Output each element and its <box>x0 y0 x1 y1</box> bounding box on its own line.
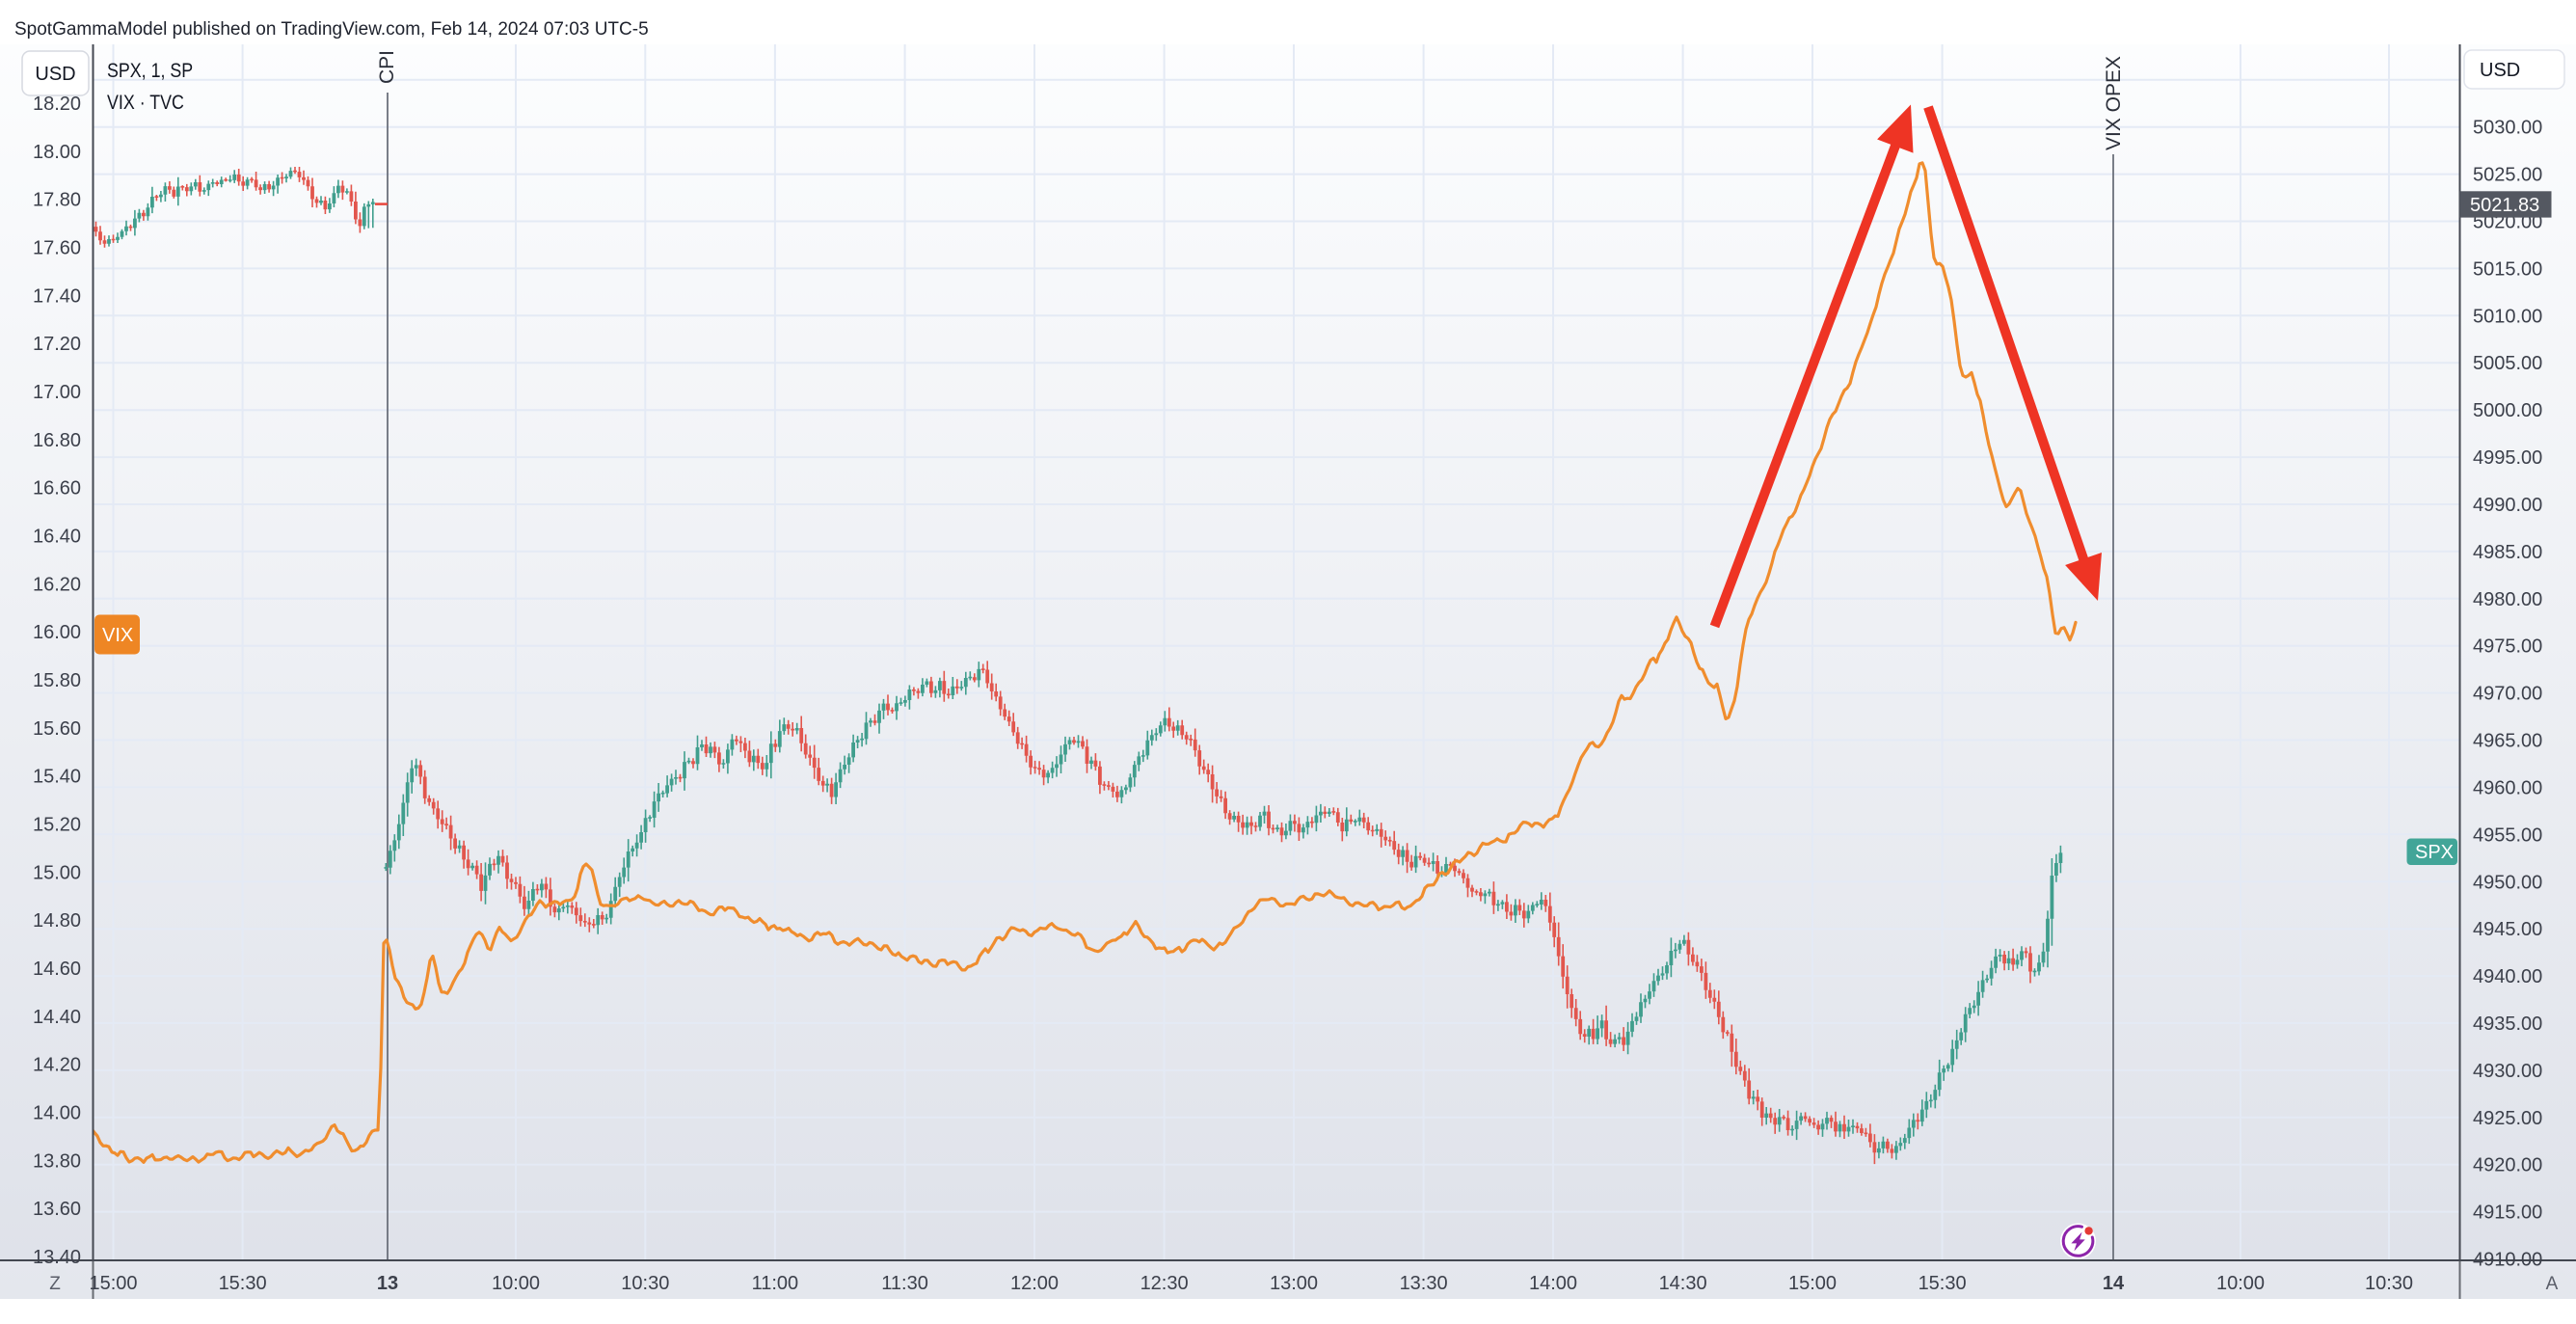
svg-text:10:30: 10:30 <box>621 1273 669 1294</box>
svg-text:4985.00: 4985.00 <box>2473 542 2542 563</box>
svg-text:15.80: 15.80 <box>33 670 81 691</box>
svg-text:SpotGammaModel published on Tr: SpotGammaModel published on TradingView.… <box>14 19 649 40</box>
svg-text:14:00: 14:00 <box>1529 1273 1577 1294</box>
svg-text:15.60: 15.60 <box>33 718 81 740</box>
svg-text:4970.00: 4970.00 <box>2473 684 2542 705</box>
svg-text:10:00: 10:00 <box>2216 1273 2265 1294</box>
svg-text:15:30: 15:30 <box>1919 1273 1967 1294</box>
svg-text:13: 13 <box>377 1273 398 1294</box>
svg-text:14.00: 14.00 <box>33 1103 81 1124</box>
svg-text:4940.00: 4940.00 <box>2473 966 2542 987</box>
svg-text:17.00: 17.00 <box>33 382 81 403</box>
svg-text:VIX · TVC: VIX · TVC <box>107 92 184 115</box>
svg-text:4925.00: 4925.00 <box>2473 1108 2542 1129</box>
svg-text:4955.00: 4955.00 <box>2473 824 2542 846</box>
svg-text:Z: Z <box>49 1274 61 1294</box>
svg-text:13.60: 13.60 <box>33 1199 81 1220</box>
svg-text:4980.00: 4980.00 <box>2473 589 2542 610</box>
svg-text:13:00: 13:00 <box>1270 1273 1318 1294</box>
svg-text:4935.00: 4935.00 <box>2473 1013 2542 1035</box>
svg-text:16.40: 16.40 <box>33 527 81 548</box>
svg-text:13.80: 13.80 <box>33 1150 81 1172</box>
svg-text:4995.00: 4995.00 <box>2473 447 2542 469</box>
svg-text:16.80: 16.80 <box>33 430 81 451</box>
svg-text:5010.00: 5010.00 <box>2473 306 2542 327</box>
svg-text:15:30: 15:30 <box>219 1273 267 1294</box>
svg-text:17.20: 17.20 <box>33 334 81 355</box>
svg-text:5000.00: 5000.00 <box>2473 400 2542 421</box>
svg-text:4920.00: 4920.00 <box>2473 1155 2542 1176</box>
svg-text:13:30: 13:30 <box>1400 1273 1448 1294</box>
svg-text:4915.00: 4915.00 <box>2473 1202 2542 1224</box>
svg-text:4965.00: 4965.00 <box>2473 731 2542 752</box>
svg-text:5005.00: 5005.00 <box>2473 353 2542 374</box>
svg-text:14: 14 <box>2103 1273 2125 1294</box>
svg-text:18.20: 18.20 <box>33 94 81 115</box>
svg-text:12:00: 12:00 <box>1010 1273 1059 1294</box>
svg-text:5021.83: 5021.83 <box>2470 195 2539 216</box>
svg-text:4930.00: 4930.00 <box>2473 1061 2542 1082</box>
svg-text:5030.00: 5030.00 <box>2473 118 2542 139</box>
svg-text:11:00: 11:00 <box>752 1273 799 1294</box>
svg-text:15:00: 15:00 <box>1788 1273 1837 1294</box>
svg-text:4960.00: 4960.00 <box>2473 777 2542 798</box>
svg-text:4945.00: 4945.00 <box>2473 919 2542 940</box>
svg-text:17.60: 17.60 <box>33 238 81 259</box>
svg-text:10:30: 10:30 <box>2365 1273 2413 1294</box>
svg-text:11:30: 11:30 <box>881 1273 928 1294</box>
svg-text:15.00: 15.00 <box>33 862 81 883</box>
svg-text:4975.00: 4975.00 <box>2473 636 2542 658</box>
svg-text:15.20: 15.20 <box>33 815 81 836</box>
svg-text:14.60: 14.60 <box>33 959 81 980</box>
svg-text:SPX: SPX <box>2415 842 2454 863</box>
svg-text:10:00: 10:00 <box>492 1273 540 1294</box>
svg-text:12:30: 12:30 <box>1140 1273 1189 1294</box>
svg-text:4990.00: 4990.00 <box>2473 495 2542 516</box>
svg-text:14.80: 14.80 <box>33 910 81 932</box>
svg-text:CPI: CPI <box>376 50 398 84</box>
svg-text:SPX, 1, SP: SPX, 1, SP <box>107 60 193 83</box>
svg-text:VIX OPEX: VIX OPEX <box>2103 56 2125 150</box>
svg-text:17.80: 17.80 <box>33 190 81 211</box>
svg-text:USD: USD <box>35 64 75 85</box>
svg-text:4910.00: 4910.00 <box>2473 1250 2542 1271</box>
svg-text:A: A <box>2546 1274 2559 1294</box>
svg-text:13.40: 13.40 <box>33 1247 81 1268</box>
svg-text:15.40: 15.40 <box>33 767 81 788</box>
svg-text:15:00: 15:00 <box>89 1273 137 1294</box>
svg-text:USD: USD <box>2480 60 2520 81</box>
svg-text:VIX: VIX <box>102 625 133 646</box>
svg-text:18.00: 18.00 <box>33 142 81 163</box>
svg-text:16.60: 16.60 <box>33 478 81 500</box>
svg-text:5015.00: 5015.00 <box>2473 258 2542 280</box>
svg-text:4950.00: 4950.00 <box>2473 872 2542 893</box>
svg-text:16.00: 16.00 <box>33 622 81 643</box>
svg-text:14:30: 14:30 <box>1659 1273 1707 1294</box>
svg-text:14.20: 14.20 <box>33 1055 81 1076</box>
svg-text:5025.00: 5025.00 <box>2473 165 2542 186</box>
svg-text:16.20: 16.20 <box>33 574 81 595</box>
svg-text:14.40: 14.40 <box>33 1007 81 1028</box>
svg-text:17.40: 17.40 <box>33 285 81 307</box>
